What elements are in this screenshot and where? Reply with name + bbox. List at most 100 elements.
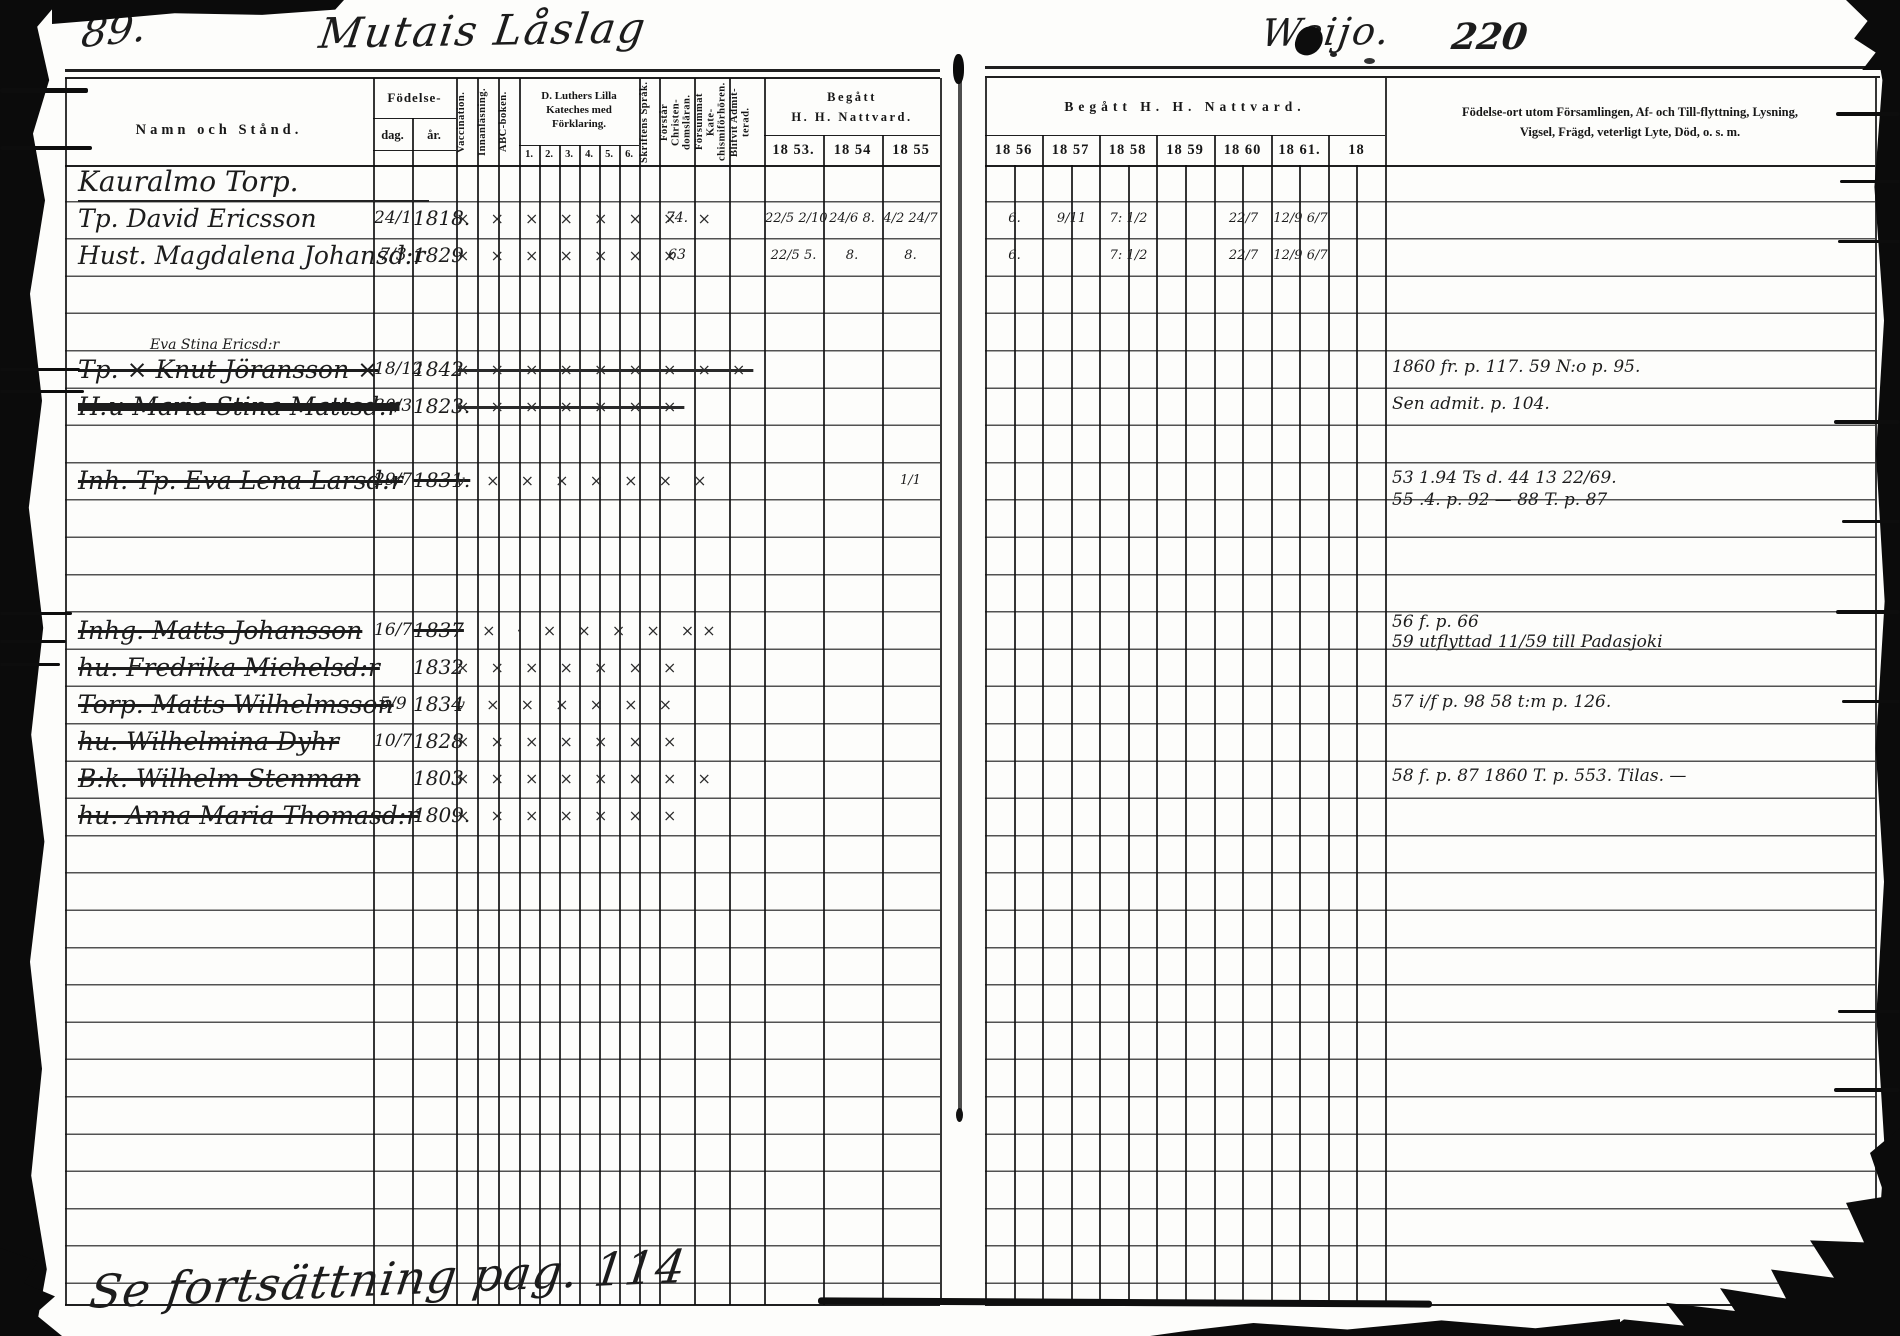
grid-line [599,145,601,165]
grid-line [373,78,375,165]
entry-birth-day: 5/9 [379,694,407,714]
entry-birth-year: 1818. [413,206,471,230]
scan-streak [0,88,88,93]
column-header-birth-year: år. [427,127,441,142]
entry-birth-day: 7/3 [379,245,407,265]
table-row: B:k. Wilhelm Stenman 1803 × × × × × × × … [0,760,1900,797]
grid-line [1299,165,1301,1305]
communion-left-line2: H. H. Nattvard. [791,110,913,124]
scan-streak [0,663,60,666]
grid-line [1385,78,1387,165]
table-row: Inhg. Matts Johansson 16/7 1837 · × · × … [0,612,1900,652]
table-row-heading: Kauralmo Torp. [0,163,1900,202]
grid-line [579,165,581,1305]
grid-line [764,78,766,165]
entry-communion-1855: 4/2 24/7 [883,211,938,226]
table-row: Hust. Magdalena Johansd:r 7/3 1829 × × ×… [0,237,1900,274]
grid-line [559,165,561,1305]
grid-line [1042,165,1044,1305]
grid-line [619,145,621,165]
year-1854: 18 54 [833,142,872,158]
entry-birth-year: 1842 [413,357,464,381]
column-header-name-status: Namn och Stånd. [135,121,303,138]
entry-communion-1854: 8. [845,248,859,263]
entry-catechism-marks: v × × × × × × × [456,471,715,490]
ink-speck [1330,52,1337,57]
grid-line [882,135,884,165]
grid-line [65,77,940,79]
entry-catechism-marks: × × × × × × × [456,806,685,825]
column-header-communion-left: Begått H. H. Nattvard. [764,82,940,132]
entry-catechism-marks: × × × × × × × [456,246,685,265]
entry-name: Tp. David Ericsson [78,204,317,233]
table-row: Tp. ⨯ Knut Jöransson ⨯ Eva Stina Ericsd:… [0,338,1900,388]
entry-catechism-marks: · × · × × × × ×× [456,621,724,640]
scan-streak [0,146,92,150]
entry-communion-1855: 8. [904,248,917,263]
grid-line [1014,165,1016,1305]
grid-line [599,165,601,1305]
entry-communion-1856: 6. [1008,248,1021,263]
grid-line [985,165,987,1305]
notes-header-line2: Vigsel, Frägd, veterligt Lyte, Död, o. s… [1519,125,1741,139]
entry-birth-day: 24/1 [374,208,413,228]
page-fold-dot [956,1108,963,1122]
catechism-subcol-4: 4. [585,149,593,160]
grid-line [882,165,884,1305]
grid-line [823,165,825,1305]
column-header-notes: Födelse-ort utom Församlingen, Af- och T… [1390,92,1870,152]
page-fold-blob [953,54,964,84]
grid-line [65,69,940,72]
table-row: Tp. David Ericsson 24/1 1818. × × × × × … [0,200,1900,237]
grid-line [539,145,541,165]
table-row: Torp. Matts Wilhelmsson 5/9 1834 v × × ×… [0,686,1900,723]
entry-margin-note: 53 1.94 Ts d. 44 13 22/69. [1392,468,1617,488]
torn-edge-top-right [1846,0,1900,70]
grid-line [1099,135,1101,165]
entry-communion-1858: 7: 1/2 [1109,248,1148,263]
grid-line [1214,135,1216,165]
scan-streak [0,390,84,393]
year-blank: 18 [1348,142,1365,158]
entry-name-crossed-out: Tp. ⨯ Knut Jöransson ⨯ [78,355,379,384]
column-header-catechism: D. Luthers Lilla Kateches med Förklaring… [541,90,617,130]
entry-communion-1856: 6. [1008,211,1021,226]
entry-communion-1861: 12/9 6/7 [1273,211,1328,226]
year-1856: 18 56 [994,142,1033,158]
grid-line [764,165,766,1305]
grid-line [1214,165,1216,1305]
entry-margin-note-2: 55 .4. p. 92 — 88 T. p. 87 [1392,490,1608,510]
entry-name-crossed-out: hu. Fredrika Michelsd:r [78,653,380,682]
grid-line [940,165,942,1305]
column-header-birth-day: dag. [381,127,404,142]
entry-communion-1853: 22/5 2/10 [765,211,828,226]
grid-line [1156,165,1158,1305]
entry-margin-note: 58 f. p. 87 1860 T. p. 553. Tilas. — [1392,766,1687,786]
notes-header-line1: Födelse-ort utom Församlingen, Af- och T… [1461,105,1798,119]
year-1855: 18 55 [892,142,930,158]
grid-line [65,78,67,165]
grid-line [694,78,696,165]
ruled-grid-left-page [65,165,940,1305]
entry-birth-day: 10/7 [374,731,413,751]
entry-margin-note: 1860 fr. p. 117. 59 N:o p. 95. [1392,357,1641,377]
catechism-subcol-3: 3. [565,149,573,160]
entry-margin-note: Sen admit. p. 104. [1392,394,1550,414]
catechism-subcol-2: 2. [545,149,553,160]
entry-name-crossed-out: hu. Wilhelmina Dyhr [78,727,340,756]
page-number-right: 220 [1449,16,1531,58]
catechism-subcol-1: 1. [525,149,533,160]
grid-line [1242,165,1244,1305]
grid-line [1385,165,1387,1305]
page-fold-line [958,58,962,1116]
column-header-scripture-language: Skriftens Språk. [639,81,650,163]
entry-birth-year: 1809. [413,803,471,827]
entry-name-crossed-out: Inhg. Matts Johansson [78,616,363,645]
entry-catechism-marks: v × × × × × × [456,695,680,714]
entry-name-crossed-out: B:k. Wilhelm Stenman [78,764,361,793]
torn-edge-bottom [1150,1319,1620,1336]
ruled-grid-right-page [985,165,1875,1305]
entry-name-crossed-out: hu. Anna Maria Thomasd:r [78,801,419,830]
grid-line [412,118,414,165]
grid-line [1071,165,1073,1305]
